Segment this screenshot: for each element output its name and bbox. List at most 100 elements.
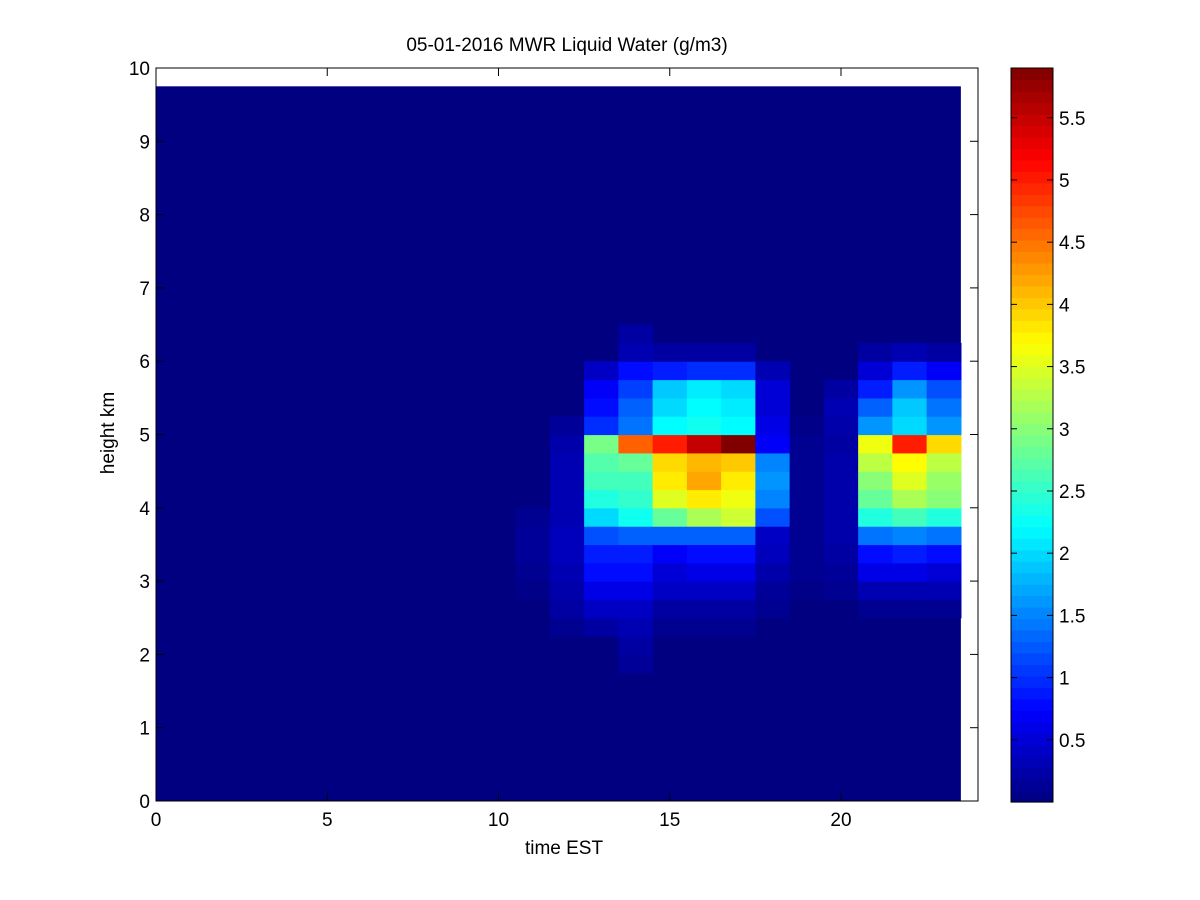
colorbar-segment (1011, 526, 1053, 539)
heatmap-cell (823, 416, 859, 436)
colorbar-segment (1011, 285, 1053, 298)
heatmap-cell (755, 416, 791, 436)
heatmap-cell (652, 544, 688, 564)
heatmap-cell (686, 581, 722, 601)
colorbar-tick-label: 4 (1059, 295, 1070, 316)
heatmap-cell (926, 397, 962, 417)
heatmap-cell (892, 544, 928, 564)
heatmap-cell (858, 544, 893, 564)
y-tick-label: 2 (139, 645, 150, 666)
colorbar-frame (1010, 67, 1054, 803)
heatmap-cell (686, 599, 722, 619)
colorbar-segment (1011, 480, 1053, 493)
heatmap-cell (755, 599, 791, 619)
heatmap-cell (721, 562, 756, 582)
colorbar-segment (1011, 240, 1053, 253)
heatmap-cell (549, 581, 585, 601)
y-tick-label: 3 (139, 572, 150, 593)
colorbar-segment (1011, 492, 1053, 505)
colorbar-segment (1011, 698, 1053, 711)
y-axis-ticks: 0 1 2 3 4 5 6 7 8 9 10 (129, 59, 978, 813)
colorbar-segment (1011, 102, 1053, 115)
colorbar-segment (1011, 779, 1053, 792)
heatmap-cell (892, 434, 928, 454)
heatmap-cell (755, 397, 791, 417)
y-axis-label: height km (98, 392, 119, 474)
heatmap-cell (652, 581, 688, 601)
heatmap-cell (823, 489, 859, 509)
colorbar-segment (1011, 469, 1053, 482)
heatmap-cell (584, 361, 619, 381)
chart-title: 05-01-2016 MWR Liquid Water (g/m3) (406, 35, 727, 56)
colorbar-segment (1011, 629, 1053, 643)
heatmap-cell (721, 471, 756, 491)
colorbar-segment (1011, 297, 1053, 310)
heatmap-cell (755, 526, 791, 546)
colorbar-segment (1011, 159, 1053, 172)
colorbar-tick-label: 2.5 (1059, 482, 1085, 503)
x-tick-label: 10 (488, 810, 509, 831)
y-tick-label: 5 (139, 426, 150, 447)
heatmap-cell (584, 489, 619, 509)
colorbar-segment (1011, 182, 1053, 195)
heatmap-cell (618, 617, 654, 637)
heatmap-cell (549, 562, 585, 582)
colorbar-tick-label: 2 (1059, 544, 1070, 565)
heatmap-cell (721, 599, 756, 619)
heatmap-cell (721, 581, 756, 601)
x-tick-label: 20 (830, 810, 851, 831)
heatmap-cell (926, 581, 962, 601)
heatmap-cell (686, 489, 722, 509)
heatmap-cell (686, 361, 722, 381)
heatmap-cell (823, 397, 859, 417)
heatmap-cell (755, 507, 791, 527)
colorbar-segment (1011, 710, 1053, 723)
y-tick-label: 7 (139, 279, 150, 300)
heatmap-cell (823, 526, 859, 546)
colorbar-tick-label: 3.5 (1059, 358, 1085, 379)
heatmap-cell (652, 599, 688, 619)
heatmap-cell (515, 526, 551, 546)
heatmap-cell (789, 526, 825, 546)
heatmap-cell (926, 599, 962, 619)
heatmap-cell (584, 617, 619, 637)
heatmap-cell (618, 471, 654, 491)
colorbar-segment (1011, 790, 1053, 803)
heatmap-cell (652, 342, 688, 362)
colorbar-segment (1011, 607, 1053, 620)
heatmap-cell (618, 416, 654, 436)
heatmap-cell (652, 361, 688, 381)
heatmap-cell (652, 471, 688, 491)
colorbar-segment (1011, 262, 1053, 276)
heatmap-cell (823, 434, 859, 454)
colorbar-segment (1011, 733, 1053, 746)
heatmap-cell (755, 562, 791, 582)
colorbar-segment (1011, 194, 1053, 207)
colorbar-segment (1011, 274, 1053, 287)
colorbar-segment (1011, 79, 1053, 92)
heatmap-cell (858, 361, 893, 381)
colorbar: 0.5 1 1.5 2 2.5 3 3.5 4 4.5 5 5.5 (1010, 67, 1085, 803)
heatmap-cell (652, 507, 688, 527)
heatmap-cell (926, 526, 962, 546)
heatmap-cell (515, 544, 551, 564)
heatmap-cell (618, 361, 654, 381)
colorbar-segment (1011, 767, 1053, 780)
heatmap-cell (789, 489, 825, 509)
heatmap-cell (618, 452, 654, 472)
heatmap-cell (686, 617, 722, 637)
heatmap-cell (926, 489, 962, 509)
heatmap-cell (858, 489, 893, 509)
heatmap-cell (755, 544, 791, 564)
heatmap-cell (652, 397, 688, 417)
heatmap-cell (926, 544, 962, 564)
y-tick-label: 1 (139, 719, 150, 740)
colorbar-tick-label: 3 (1059, 420, 1070, 441)
heatmap-cell (926, 452, 962, 472)
colorbar-segment (1011, 366, 1053, 379)
heatmap-cell (618, 526, 654, 546)
heatmap-cell (584, 526, 619, 546)
heatmap-cell (652, 562, 688, 582)
heatmap-cell (721, 507, 756, 527)
